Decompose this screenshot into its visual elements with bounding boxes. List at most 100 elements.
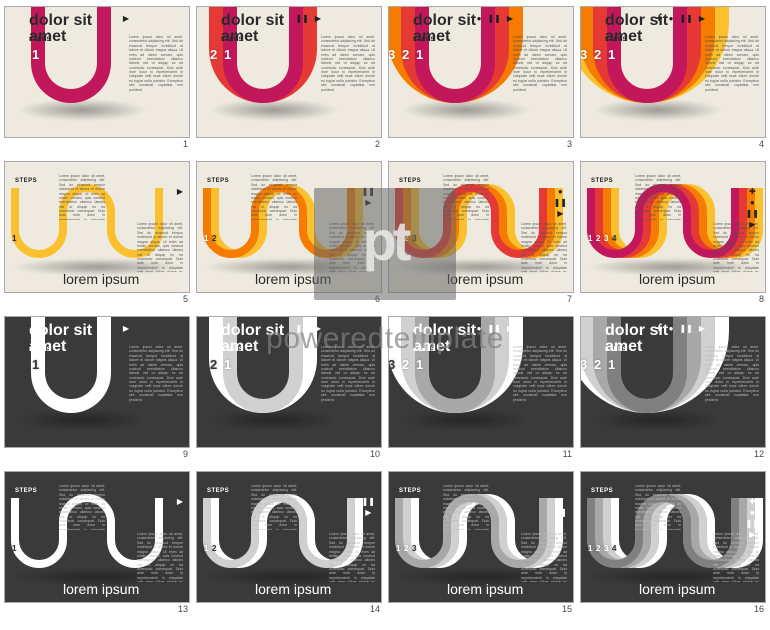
steps-label: STEPS <box>591 178 613 184</box>
playback-controls: ● ❚❚ ▶ <box>554 498 567 528</box>
slide-cell: 123STEPSlorem ipsumLorem ipsum dolor sit… <box>388 471 574 616</box>
slide[interactable]: 1STEPSlorem ipsumLorem ipsum dolor sit a… <box>4 471 190 603</box>
stripe-number: 2 <box>404 544 408 553</box>
slide[interactable]: 1234STEPSlorem ipsumLorem ipsum dolor si… <box>580 471 766 603</box>
slide-footer-title: lorem ipsum <box>63 582 139 596</box>
body-text: Lorem ipsum dolor sit amet, consectetur … <box>251 174 297 220</box>
stripe-number: 2 <box>594 357 601 372</box>
steps-label: STEPS <box>399 488 421 494</box>
body-text: Lorem ipsum dolor sit amet, consectetur … <box>321 35 375 131</box>
slide[interactable]: 1234STEPSdolor sit ametLorem ipsum dolor… <box>580 6 766 138</box>
slide-cell: 1STEPSlorem ipsumLorem ipsum dolor sit a… <box>4 471 190 616</box>
control-icon[interactable]: ✚ <box>749 498 756 506</box>
slide-number: 13 <box>4 603 190 614</box>
control-icon[interactable]: ✚ <box>656 15 663 23</box>
slide-number: 2 <box>196 138 382 149</box>
slide-number: 1 <box>4 138 190 149</box>
slide-cell: 12STEPSdolor sit ametLorem ipsum dolor s… <box>196 6 382 151</box>
steps-label: STEPS <box>15 488 37 494</box>
body-text: Lorem ipsum dolor sit amet, consectetur … <box>635 174 681 220</box>
control-icon[interactable]: ▶ <box>123 15 129 23</box>
control-icon[interactable]: ❚❚ <box>554 199 567 207</box>
slide[interactable]: 1234STEPSlorem ipsumLorem ipsum dolor si… <box>580 161 766 293</box>
slide-cell: 1234STEPSlorem ipsumLorem ipsum dolor si… <box>580 161 766 306</box>
body-text: Lorem ipsum dolor sit amet, consectetur … <box>129 345 183 441</box>
control-icon[interactable]: ✚ <box>749 188 756 196</box>
slide[interactable]: 1STEPSlorem ipsumLorem ipsum dolor sit a… <box>4 161 190 293</box>
slide-footer-title: lorem ipsum <box>255 582 331 596</box>
stripe-number: 4 <box>612 544 616 553</box>
control-icon[interactable]: ▶ <box>557 210 563 218</box>
playback-controls: ▶ <box>177 498 183 506</box>
slide-footer-title: lorem ipsum <box>447 582 523 596</box>
control-icon[interactable]: ❚❚ <box>487 15 500 23</box>
playback-controls: ✚ ● ❚❚ ▶ <box>746 188 759 229</box>
control-icon[interactable]: ❚❚ <box>746 520 759 528</box>
control-icon[interactable]: ● <box>477 15 482 23</box>
stripe-number: 2 <box>596 544 600 553</box>
slide[interactable]: 123STEPSlorem ipsumLorem ipsum dolor sit… <box>388 471 574 603</box>
slide[interactable]: 12STEPSdolor sit ametLorem ipsum dolor s… <box>196 6 382 138</box>
slide[interactable]: 12STEPSlorem ipsumLorem ipsum dolor sit … <box>196 471 382 603</box>
slide[interactable]: 1STEPSdolor sit ametLorem ipsum dolor si… <box>4 6 190 138</box>
stripe-number: 4 <box>612 234 616 243</box>
control-icon[interactable]: ❚❚ <box>554 509 567 517</box>
control-icon[interactable]: ▶ <box>507 15 513 23</box>
control-icon[interactable]: ● <box>558 498 563 506</box>
control-icon[interactable]: ▶ <box>749 221 755 229</box>
control-icon[interactable]: ❚❚ <box>295 15 308 23</box>
body-text-2: Lorem ipsum dolor sit amet, consectetur … <box>137 222 183 272</box>
playback-controls: ✚ ● ❚❚ ▶ <box>656 15 705 23</box>
stripe-number: 1 <box>12 234 16 243</box>
playback-controls: ● ❚❚ ▶ <box>477 15 513 23</box>
stripe-number: 1 <box>32 357 39 372</box>
body-text-2: Lorem ipsum dolor sit amet, consectetur … <box>521 532 567 582</box>
slide-number: 15 <box>388 603 574 614</box>
slide-number: 12 <box>580 448 766 459</box>
control-icon[interactable]: ❚❚ <box>746 210 759 218</box>
stripe-number: 2 <box>402 47 409 62</box>
control-icon[interactable]: ▶ <box>699 15 705 23</box>
control-icon[interactable]: ▶ <box>177 498 183 506</box>
stripe-number: 2 <box>210 357 217 372</box>
control-icon[interactable]: ▶ <box>365 509 371 517</box>
stripe-number: 1 <box>588 234 592 243</box>
slide[interactable]: 123STEPSdolor sit ametLorem ipsum dolor … <box>388 6 574 138</box>
stripe-number: 2 <box>594 47 601 62</box>
playback-controls: ❚❚ ▶ <box>362 498 375 517</box>
slide-footer-title: lorem ipsum <box>639 272 715 286</box>
control-icon[interactable]: ● <box>750 509 755 517</box>
control-icon[interactable]: ▶ <box>749 531 755 539</box>
steps-label: STEPS <box>15 178 37 184</box>
control-icon[interactable]: ▶ <box>557 520 563 528</box>
stripe-number: 1 <box>224 47 231 62</box>
slide-number: 10 <box>196 448 382 459</box>
stripe-number: 3 <box>388 357 395 372</box>
body-text: Lorem ipsum dolor sit amet, consectetur … <box>513 35 567 131</box>
stripe-number: 1 <box>224 357 231 372</box>
stripe-number: 3 <box>604 234 608 243</box>
body-text-2: Lorem ipsum dolor sit amet, consectetur … <box>713 222 759 272</box>
slide-footer-title: lorem ipsum <box>639 582 715 596</box>
control-icon[interactable]: ▶ <box>177 188 183 196</box>
control-icon[interactable]: ❚❚ <box>679 15 692 23</box>
slide-cell: 1234STEPSdolor sit ametLorem ipsum dolor… <box>580 6 766 151</box>
control-icon[interactable]: ● <box>669 15 674 23</box>
slide-cell: 1STEPSdolor sit ametLorem ipsum dolor si… <box>4 6 190 151</box>
body-text: Lorem ipsum dolor sit amet, consectetur … <box>59 174 105 220</box>
slide-number: 5 <box>4 293 190 304</box>
stripe-number: 1 <box>12 544 16 553</box>
stripe-number: 1 <box>204 234 208 243</box>
stripe-number: 1 <box>588 544 592 553</box>
body-text-2: Lorem ipsum dolor sit amet, consectetur … <box>521 222 567 272</box>
slide-cell: 1234STEPSlorem ipsumLorem ipsum dolor si… <box>580 471 766 616</box>
slide-cell: 123STEPSdolor sit ametLorem ipsum dolor … <box>388 6 574 151</box>
slide-cell: 1STEPSlorem ipsumLorem ipsum dolor sit a… <box>4 161 190 306</box>
slide-number: 16 <box>580 603 766 614</box>
template-grid: 1STEPSdolor sit ametLorem ipsum dolor si… <box>0 0 770 622</box>
control-icon[interactable]: ▶ <box>315 15 321 23</box>
control-icon[interactable]: ● <box>750 199 755 207</box>
control-icon[interactable]: ● <box>558 188 563 196</box>
control-icon[interactable]: ❚❚ <box>362 498 375 506</box>
slide-footer-title: lorem ipsum <box>447 272 523 286</box>
